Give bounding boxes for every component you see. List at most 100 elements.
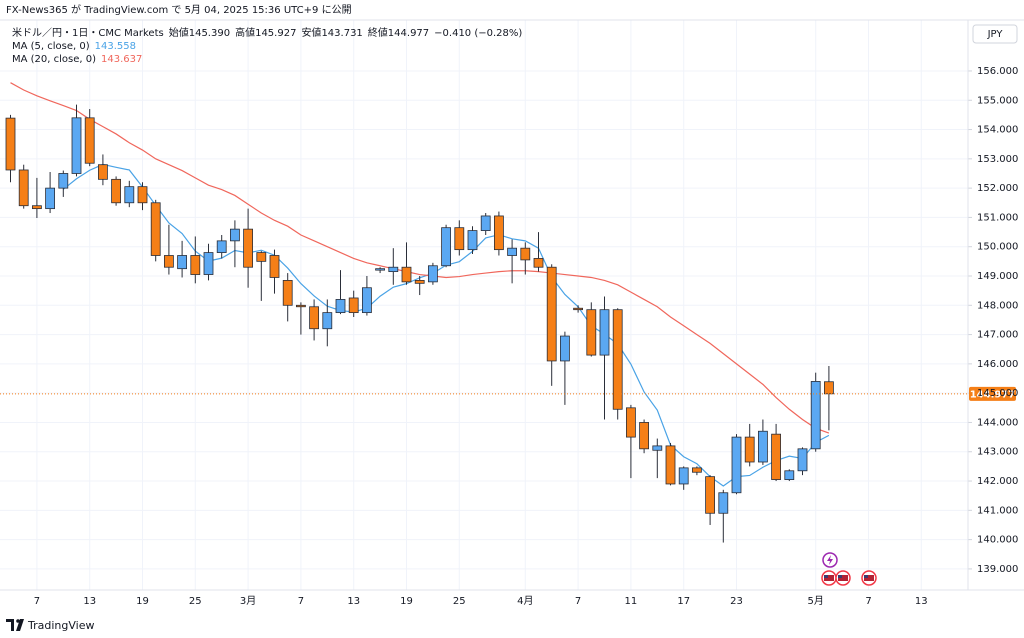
ma-legend: MA (5, close, 0) 143.558 bbox=[12, 41, 136, 52]
candle-body bbox=[282, 279, 293, 306]
y-tick-label: 139.000 bbox=[977, 564, 1018, 575]
candle-body bbox=[626, 407, 636, 438]
x-tick-label: 13 bbox=[915, 596, 928, 607]
ohlc-value: 144.977 bbox=[388, 28, 429, 39]
candle-body bbox=[229, 228, 240, 242]
marks bbox=[5, 82, 834, 543]
lightning bbox=[827, 555, 833, 565]
candle-body bbox=[665, 445, 676, 485]
candle-body bbox=[441, 227, 452, 267]
candle-body bbox=[5, 117, 16, 171]
candle-body bbox=[71, 117, 82, 174]
candle-body bbox=[731, 436, 742, 494]
last-price-box bbox=[969, 386, 1016, 401]
brand-dot bbox=[16, 619, 20, 623]
ohlc-label: 高値 bbox=[235, 26, 255, 39]
x-tick-label: 17 bbox=[677, 596, 690, 607]
currency-label: JPY bbox=[987, 29, 1004, 40]
published-note: FX-News365 が TradingView.com で 5月 04, 20… bbox=[6, 3, 352, 16]
currency-box[interactable] bbox=[972, 24, 1018, 44]
x-tick-label: 7 bbox=[298, 596, 304, 607]
flag-icon[interactable] bbox=[835, 570, 851, 586]
y-tick-label: 148.000 bbox=[977, 300, 1018, 311]
candle-body bbox=[480, 215, 491, 232]
candle-body bbox=[678, 467, 689, 485]
x-tick-label: 4月 bbox=[517, 595, 533, 607]
x-tick-label: 5月 bbox=[808, 595, 824, 607]
x-tick-label: 13 bbox=[347, 596, 360, 607]
candle-body bbox=[507, 247, 518, 256]
event-icons bbox=[821, 552, 877, 586]
y-tick-label: 144.000 bbox=[977, 417, 1018, 428]
ma-legend: MA (20, close, 0) 143.637 bbox=[12, 54, 142, 65]
y-tick-label: 147.000 bbox=[977, 330, 1018, 341]
x-tick-label: 7 bbox=[34, 596, 40, 607]
x-tick-label: 23 bbox=[730, 596, 743, 607]
flag-body bbox=[824, 575, 834, 581]
candle-body bbox=[454, 227, 465, 251]
candle-body bbox=[493, 215, 504, 251]
x-tick-label: 19 bbox=[136, 596, 149, 607]
symbol-legend: 米ドル／円・1日・CMC Markets 始値145.390 高値145.927 安値… bbox=[12, 26, 522, 39]
brand-text: TradingView bbox=[27, 619, 94, 632]
candle-body bbox=[784, 470, 795, 480]
ma-value: 143.558 bbox=[95, 41, 136, 52]
x-tick-label: 19 bbox=[400, 596, 413, 607]
candle-body bbox=[758, 430, 768, 463]
y-tick-label: 152.000 bbox=[977, 183, 1018, 194]
candle-body bbox=[824, 381, 834, 395]
ohlc-label: 安値 bbox=[301, 26, 321, 39]
candle-body bbox=[98, 164, 108, 180]
candle-body bbox=[599, 309, 610, 356]
candle-body bbox=[375, 268, 386, 271]
candle-body bbox=[58, 173, 69, 189]
candle-body bbox=[124, 186, 135, 204]
flag-icon[interactable] bbox=[861, 570, 877, 586]
last-price-label: 144.977 bbox=[970, 389, 1016, 400]
candle-body bbox=[111, 178, 121, 204]
y-tick-label: 140.000 bbox=[977, 535, 1018, 546]
candle-body bbox=[32, 205, 42, 210]
x-tick-label: 25 bbox=[189, 596, 202, 607]
flag-canton bbox=[824, 575, 828, 578]
brand-logo[interactable]: TradingView bbox=[6, 619, 94, 632]
change-value: −0.410 (−0.28%) bbox=[434, 28, 522, 39]
x-tick-label: 13 bbox=[83, 596, 96, 607]
candle-body bbox=[639, 422, 649, 450]
y-tick-label: 142.000 bbox=[977, 476, 1018, 487]
ohlc-label: 始値 bbox=[169, 26, 189, 39]
candle-body bbox=[18, 169, 29, 207]
candle-body bbox=[388, 266, 399, 273]
y-tick-label: 156.000 bbox=[977, 66, 1018, 77]
candle-body bbox=[427, 265, 438, 283]
candle-body bbox=[190, 255, 201, 275]
candle-body bbox=[163, 255, 174, 268]
candle-body bbox=[560, 335, 570, 362]
x-tick-label: 7 bbox=[575, 596, 581, 607]
candle-body bbox=[295, 304, 306, 308]
flag-body bbox=[838, 575, 848, 581]
candle-body bbox=[45, 187, 55, 210]
ma-line bbox=[10, 82, 830, 434]
candle-body bbox=[414, 279, 425, 284]
symbol-name: 米ドル／円・1日・CMC Markets bbox=[12, 26, 164, 39]
candle-body bbox=[546, 266, 557, 362]
ma-name: MA (5, close, 0) bbox=[12, 41, 90, 52]
candle-body bbox=[692, 467, 702, 473]
candle-body bbox=[150, 202, 161, 256]
y-tick-label: 143.000 bbox=[977, 447, 1018, 458]
flag-icon[interactable] bbox=[821, 570, 837, 586]
y-tick-label: 155.000 bbox=[977, 95, 1018, 106]
ohlc-value: 143.731 bbox=[321, 28, 362, 39]
candle-body bbox=[243, 228, 254, 268]
candle-body bbox=[361, 287, 372, 314]
y-tick-label: 153.000 bbox=[977, 154, 1018, 165]
candle-body bbox=[573, 307, 583, 311]
candle-body bbox=[586, 309, 597, 356]
y-tick-label: 154.000 bbox=[977, 125, 1018, 136]
candle-body bbox=[84, 117, 95, 164]
candle-body bbox=[718, 492, 729, 514]
candle-body bbox=[771, 433, 781, 480]
